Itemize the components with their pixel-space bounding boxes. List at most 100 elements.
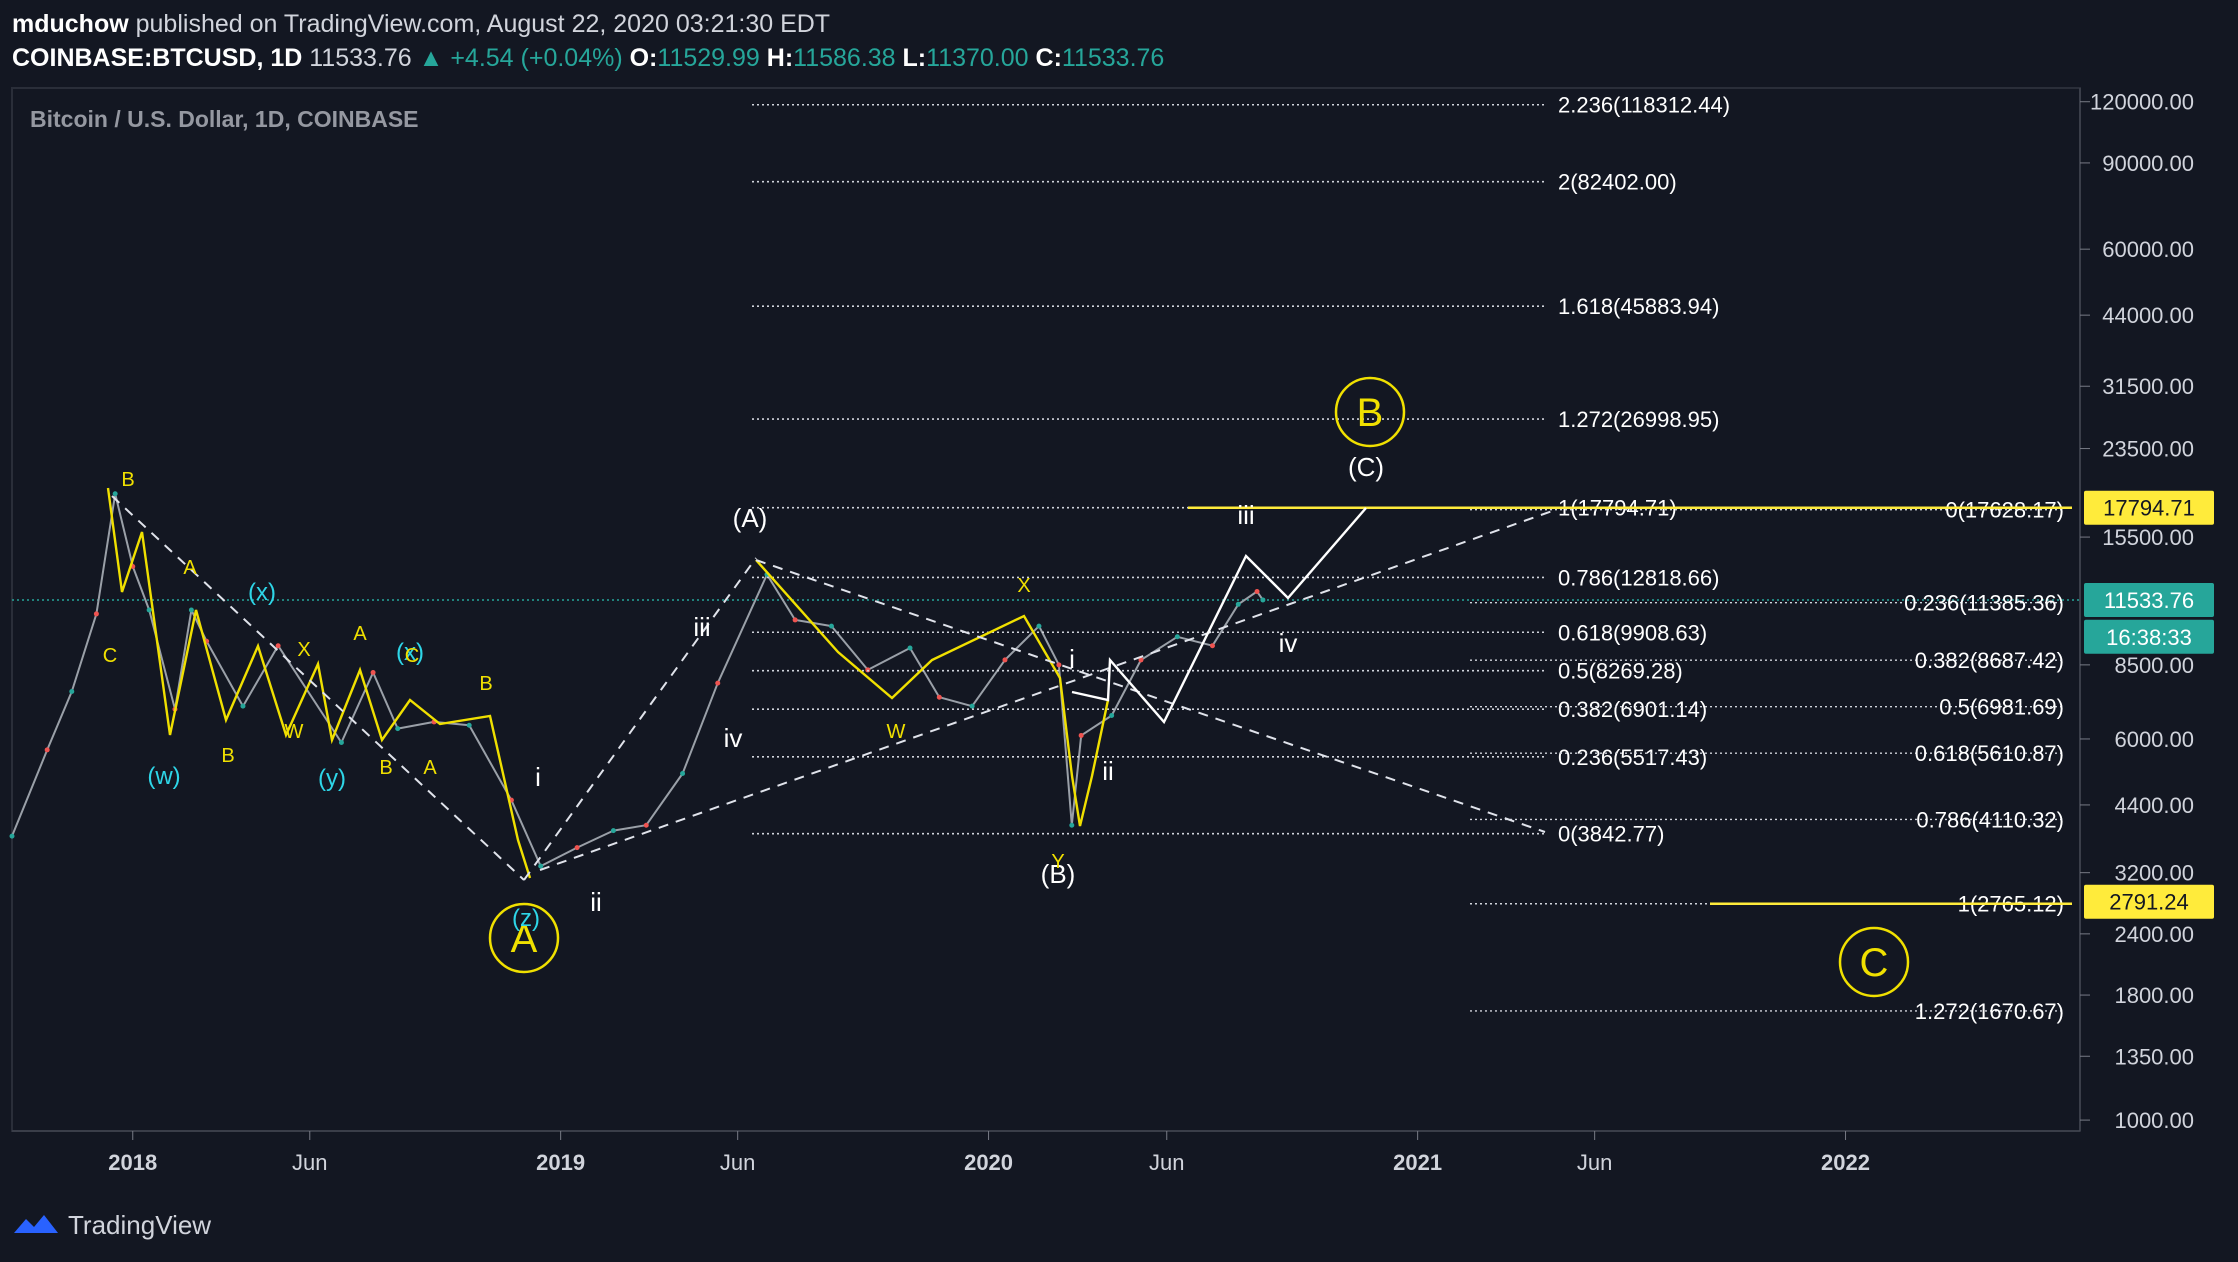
price-tag-label: 2791.24 [2109,890,2189,915]
fib-level-label: 0(3842.77) [1558,822,1664,847]
price-point [466,722,472,728]
price-point [715,680,721,686]
price-tag-label: 17794.71 [2103,496,2195,521]
yellow-subwave-label: B [379,757,392,779]
low-value: 11370.00 [926,44,1029,72]
cyan-subwave-label: (y) [318,765,346,792]
primary-wave-circle [1334,376,1406,448]
price-point [936,694,942,700]
yellow-subwave-label: B [479,673,492,695]
price-tag-box [2084,582,2214,617]
price-point [1209,643,1215,649]
primary-wave-label: A [511,917,538,961]
yellow-subwave-label: B [221,745,234,767]
price-tick-label: 1350.00 [2114,1044,2194,1069]
symbol-label[interactable]: COINBASE:BTCUSD, 1D [12,44,303,72]
minor-wave-label: i [535,762,541,792]
cyan-subwave-label: (z) [512,905,540,932]
price-point [907,645,913,651]
time-tick-label: Jun [720,1150,755,1175]
high-value: 11586.38 [793,44,896,72]
price-point [188,607,194,613]
intermediate-wave-label: (C) [1348,452,1384,482]
fibonacci-levels: 2.236(118312.44) 2(82402.00) 1.618(45883.9… [752,93,2072,1024]
fib-level-label: 0.382(6901.14) [1558,697,1707,722]
price-point [1138,657,1144,663]
price-point [69,688,75,694]
price-axis[interactable]: 120000.00 90000.00 60000.00 44000.00 31500.0… [2079,88,2194,1133]
price-tick-label: 44000.00 [2102,303,2194,328]
channel-line-downtrend [755,559,1546,833]
minor-wave-label: iii [693,612,710,642]
yellow-subwave-label: Y [1051,851,1064,873]
publish-line: mduchow published on TradingView.com, Au… [12,10,830,39]
fib-retrace-label: 0.382(8687.42) [1915,648,2064,673]
yellow-subwave-label: W [285,721,304,743]
primary-wave-circle [488,902,560,974]
minor-wave-label: i [1069,644,1075,674]
price-tick-label: 120000.00 [2090,90,2194,115]
cyan-subwave-label: (x) [248,579,276,606]
fib-level-label: 0.236(5517.43) [1558,745,1707,770]
price-point [93,611,99,617]
price-point [538,863,544,869]
price-point [969,703,975,709]
price-point [1235,601,1241,607]
last-price: 11533.76 [309,44,412,72]
author-name[interactable]: mduchow [12,10,129,38]
price-tick-label: 4400.00 [2114,793,2194,818]
primary-wave-circle [1838,926,1910,998]
price-point [1002,657,1008,663]
time-axis[interactable]: 2018 Jun 2019 Jun 2020 Jun 2021 Jun 2022 [12,1130,2080,1175]
close-value: 11533.76 [1061,44,1165,72]
price-tag-label: 16:38:33 [2106,625,2192,650]
price-point [275,643,281,649]
yellow-subwave-label: C [405,645,419,667]
yellow-subwave-label: X [297,639,310,661]
intermediate-wave-label: (A) [733,503,768,533]
price-point [610,828,616,834]
publish-info: published on TradingView.com, August 22,… [135,10,831,38]
time-tick-label: Jun [1577,1150,1612,1175]
tradingview-footer[interactable]: TradingView [12,1210,211,1241]
fib-level-label: 1.272(26998.95) [1558,407,1719,432]
minor-wave-label: iv [724,723,743,753]
price-point [1260,597,1266,603]
price-tick-label: 90000.00 [2102,151,2194,176]
price-point [370,670,376,676]
minor-wave-label: iii [1237,500,1254,530]
fib-level-label: 0.618(9908.63) [1558,620,1707,645]
time-tick-label: Jun [292,1150,327,1175]
primary-wave-label: C [1860,941,1889,985]
price-point [395,726,401,732]
fib-retrace-label: 0.5(6981.69) [1939,695,2064,720]
fib-level-label: 0.5(8269.28) [1558,659,1683,684]
price-point [1254,589,1260,595]
price-tick-label: 31500.00 [2102,374,2194,399]
price-point [112,491,118,497]
price-change: ▲ +4.54 (+0.04%) [418,44,623,72]
yellow-subwave-label: C [103,645,117,667]
price-point [1036,623,1042,629]
price-point [1109,712,1115,718]
price-tag-box [2084,490,2214,525]
fib-level-label: 1.618(45883.94) [1558,294,1719,319]
price-tag-box [2084,884,2214,919]
chart-legend: Bitcoin / U.S. Dollar, 1D, COINBASE [30,106,419,132]
channel-line-upper [111,495,525,881]
projected-impulse-path [1071,507,1367,725]
price-tick-label: 8500.00 [2114,653,2194,678]
price-point [240,703,246,709]
header-bar: mduchow published on TradingView.com, Au… [0,0,2238,80]
time-tick-label: 2022 [1821,1150,1870,1175]
price-tick-label: 15500.00 [2102,525,2194,550]
price-point [574,845,580,851]
fib-level-label: 2(82402.00) [1558,170,1677,195]
minor-wave-label: ii [590,887,602,917]
high-label: H: [766,44,794,72]
price-tag-box [2084,619,2214,654]
tradingview-brand: TradingView [68,1210,212,1240]
price-point [828,623,834,629]
price-point [9,833,15,839]
